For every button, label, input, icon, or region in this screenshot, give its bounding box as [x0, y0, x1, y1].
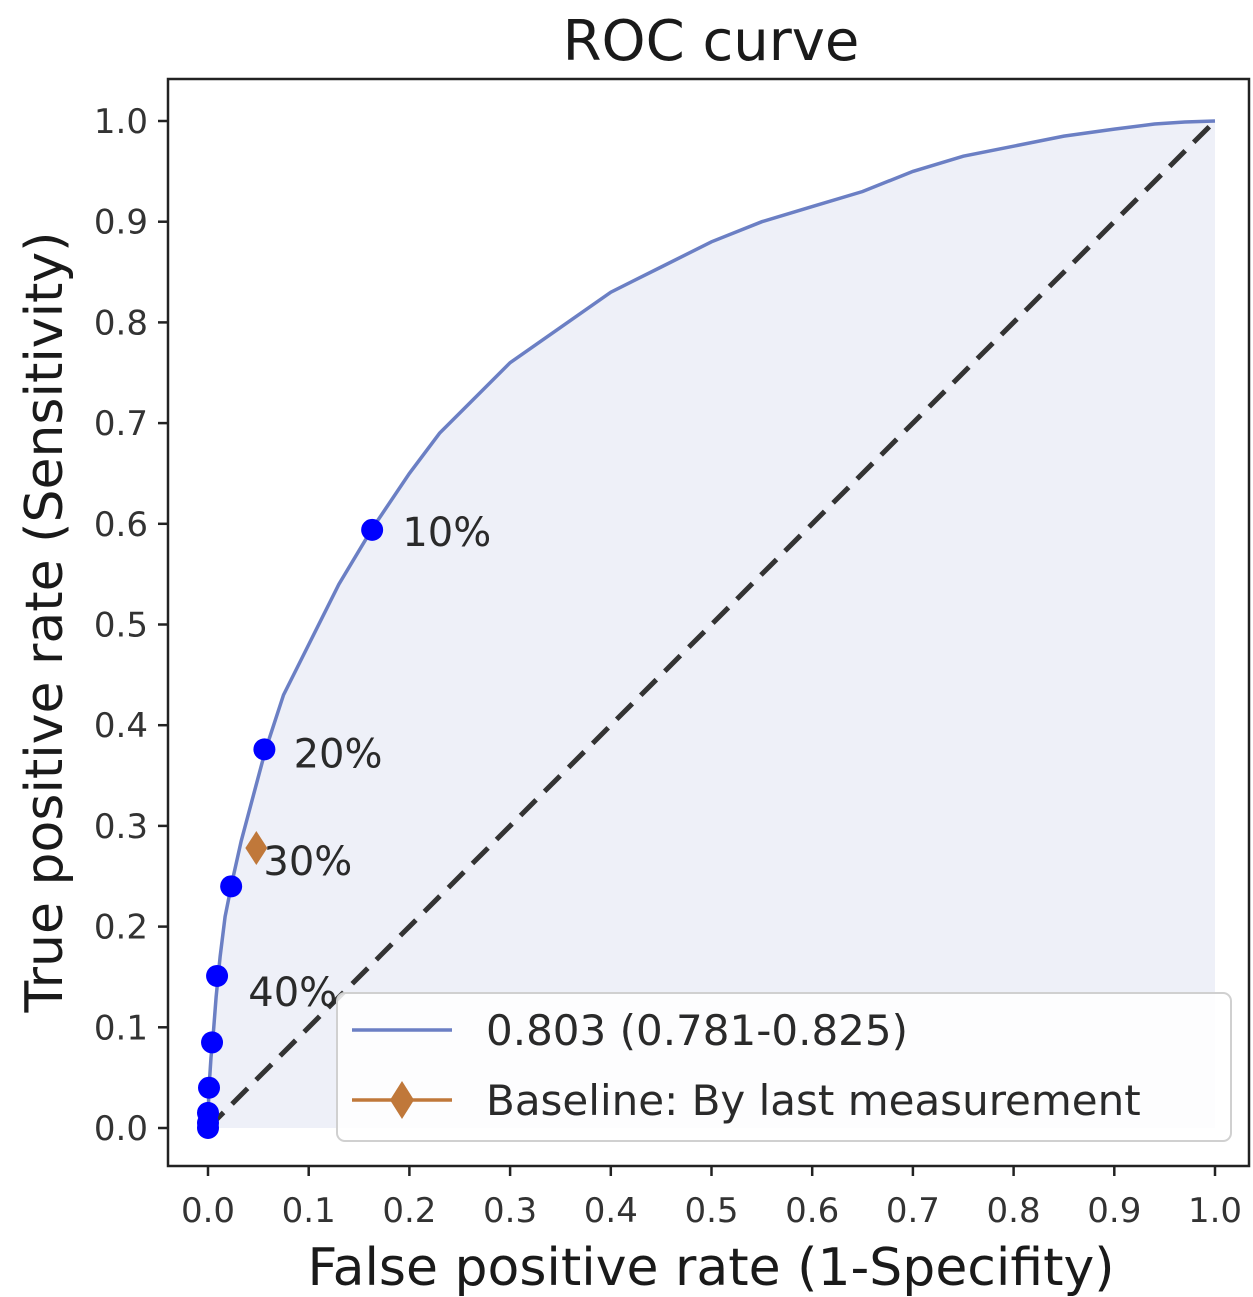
x-tick-label: 0.1	[282, 1191, 336, 1231]
x-tick-label: 0.0	[181, 1191, 235, 1231]
legend-baseline-marker	[390, 1081, 414, 1119]
baseline-points	[245, 831, 268, 866]
axes-frame	[166, 77, 1251, 1168]
threshold-point	[201, 1031, 224, 1054]
y-axis-label: True positive rate (Sensitivity)	[15, 232, 75, 1014]
x-axis-ticks: 0.0 0.1 0.2 0.3 0.4 0.5 0.6 0.7 0.8 0.9 1.0	[181, 1166, 1242, 1231]
threshold-annotation-label: 30%	[263, 839, 352, 885]
threshold-point	[220, 875, 243, 898]
y-tick-label: 0.7	[94, 404, 148, 444]
chart-title: ROC curve	[563, 9, 860, 74]
x-tick-label: 0.6	[785, 1191, 839, 1231]
y-tick-label: 0.4	[94, 706, 148, 746]
y-tick-label: 0.1	[94, 1008, 148, 1048]
y-tick-label: 0.0	[94, 1109, 148, 1149]
threshold-point	[206, 964, 229, 987]
x-tick-label: 0.8	[987, 1191, 1041, 1231]
threshold-annotations: 10% 20% 30% 40%	[248, 510, 491, 1016]
x-tick-label: 0.9	[1087, 1191, 1141, 1231]
y-tick-label: 0.2	[94, 908, 148, 948]
legend-label-roc: 0.803 (0.781-0.825)	[486, 1006, 908, 1055]
threshold-annotation-label: 20%	[294, 731, 383, 777]
legend-box	[336, 992, 1232, 1142]
x-axis-label: False positive rate (1-Specifity)	[307, 1238, 1114, 1297]
x-tick-label: 0.4	[584, 1191, 638, 1231]
threshold-points	[197, 518, 384, 1139]
x-tick-label: 0.2	[382, 1191, 436, 1231]
plot-area: 10% 20% 30% 40%	[197, 119, 1217, 1139]
threshold-point	[198, 1076, 221, 1099]
x-tick-label: 1.0	[1188, 1191, 1242, 1231]
threshold-annotation-label: 40%	[248, 970, 337, 1016]
legend: 0.803 (0.781-0.825) Baseline: By last me…	[336, 992, 1232, 1142]
x-tick-label: 0.7	[886, 1191, 940, 1231]
threshold-point	[197, 1117, 219, 1139]
threshold-annotation-label: 10%	[402, 510, 491, 556]
x-tick-label: 0.3	[483, 1191, 537, 1231]
y-tick-label: 0.6	[94, 505, 148, 545]
y-tick-label: 0.8	[94, 303, 148, 343]
y-tick-label: 1.0	[94, 102, 148, 142]
x-tick-label: 0.5	[684, 1191, 738, 1231]
y-tick-label: 0.5	[94, 606, 148, 646]
baseline-point	[245, 831, 268, 866]
threshold-point	[361, 518, 384, 541]
threshold-point	[253, 738, 276, 761]
y-tick-label: 0.9	[94, 203, 148, 243]
y-axis-ticks: 0.0 0.1 0.2 0.3 0.4 0.5 0.6 0.7 0.8 0.9 1.0	[94, 102, 168, 1149]
y-tick-label: 0.3	[94, 807, 148, 847]
legend-label-baseline: Baseline: By last measurement	[486, 1076, 1141, 1125]
